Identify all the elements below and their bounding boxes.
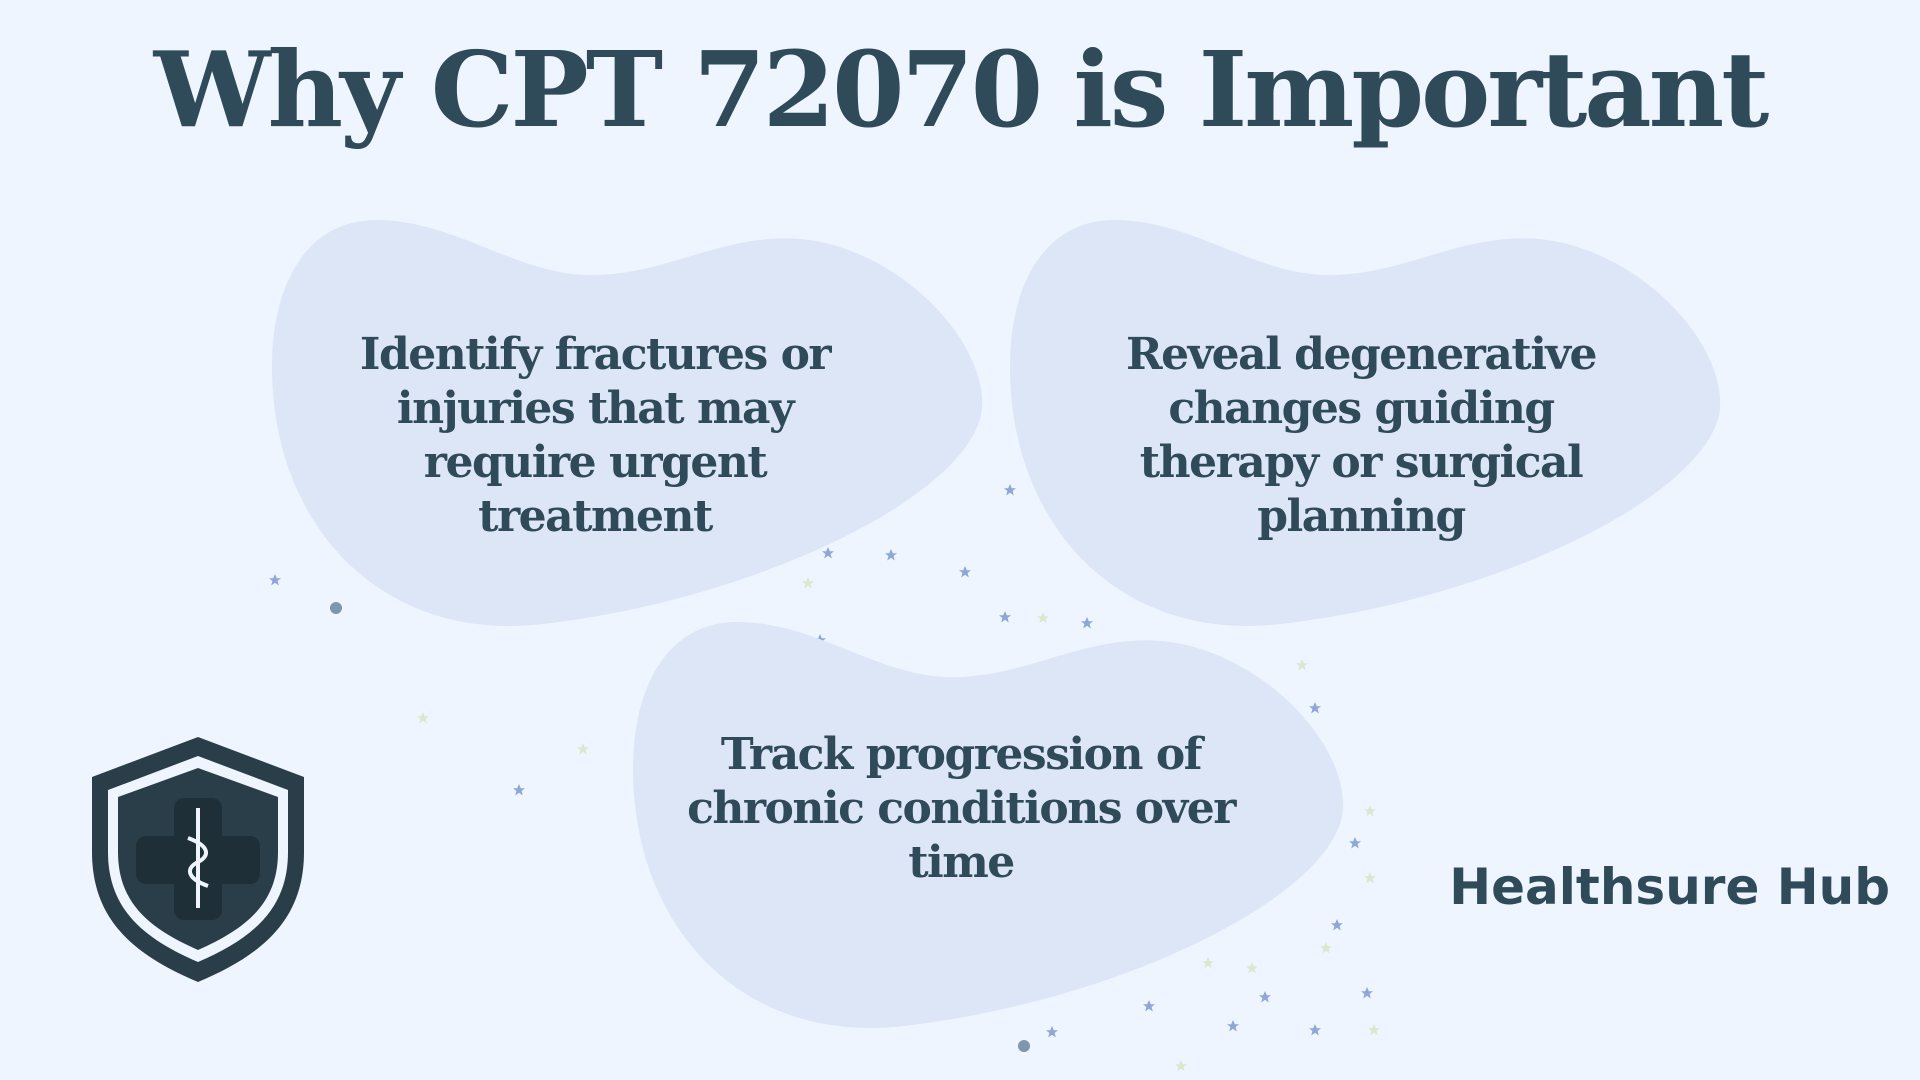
card-text: Reveal degenerative changes guiding ther… bbox=[1126, 329, 1597, 542]
card-text: Track progression of chronic conditions … bbox=[687, 729, 1236, 888]
shield-logo bbox=[92, 737, 304, 982]
card-text: Identify fractures or injuries that may … bbox=[359, 329, 832, 542]
title: Why CPT 72070 is Important bbox=[153, 28, 1770, 151]
dot bbox=[1018, 1040, 1030, 1052]
dot bbox=[330, 602, 342, 614]
brand: Healthsure Hub bbox=[1449, 858, 1890, 916]
